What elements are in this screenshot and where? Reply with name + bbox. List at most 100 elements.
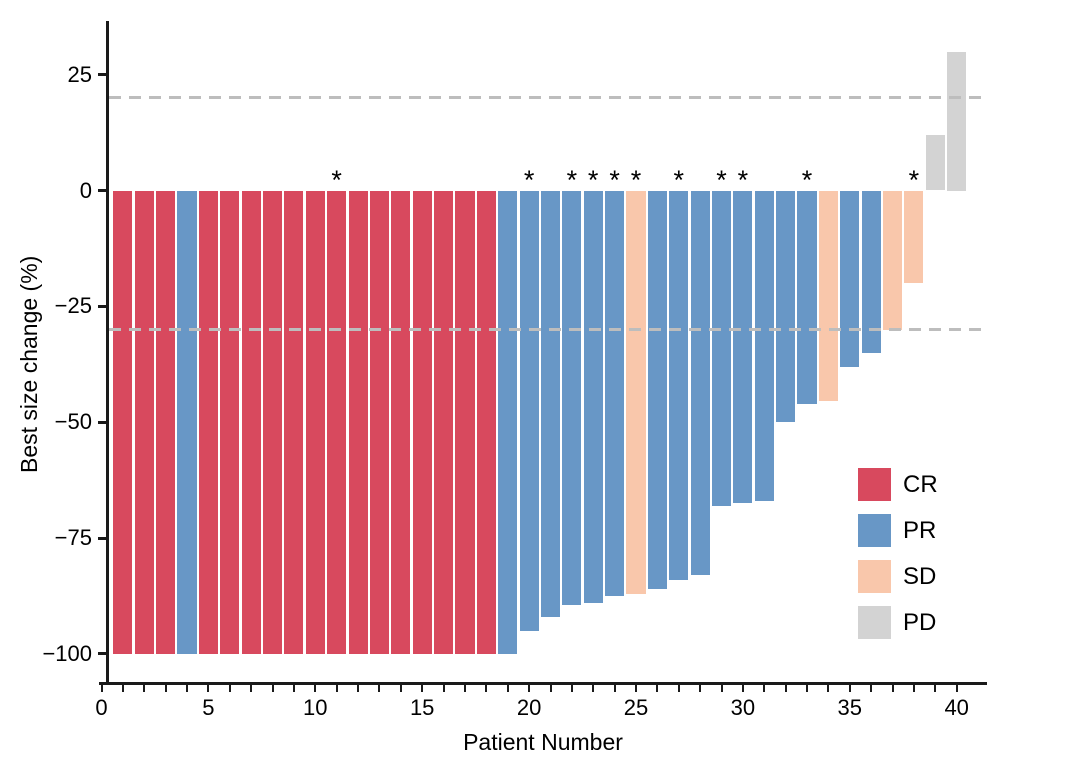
y-tick-0 bbox=[98, 189, 106, 192]
legend-item-pd: PD bbox=[858, 606, 938, 639]
y-tick-label-25: 25 bbox=[67, 61, 92, 87]
x-tick-39 bbox=[934, 685, 937, 692]
x-tick-29 bbox=[720, 685, 723, 692]
x-tick-6 bbox=[228, 685, 231, 692]
bar-patient-6 bbox=[220, 190, 240, 654]
x-axis-title: Patient Number bbox=[463, 729, 623, 755]
bar-patient-2 bbox=[134, 190, 154, 654]
bar-patient-11 bbox=[327, 190, 347, 654]
x-tick-0 bbox=[100, 685, 103, 692]
y-tick-label--50: −50 bbox=[54, 409, 92, 435]
x-tick-31 bbox=[763, 685, 766, 692]
x-tick-3 bbox=[164, 685, 167, 692]
bar-patient-40 bbox=[947, 51, 967, 191]
x-tick-label-10: 10 bbox=[303, 695, 328, 720]
bar-patient-34 bbox=[818, 190, 838, 402]
bar-patient-5 bbox=[198, 190, 218, 654]
x-tick-32 bbox=[784, 685, 787, 692]
x-tick-37 bbox=[891, 685, 894, 692]
bar-patient-1 bbox=[113, 190, 133, 654]
significance-star-patient-11: * bbox=[331, 165, 342, 195]
x-tick-21 bbox=[549, 685, 552, 692]
bar-patient-35 bbox=[840, 190, 860, 367]
y-tick-label--100: −100 bbox=[42, 640, 92, 666]
y-tick-label--25: −25 bbox=[54, 293, 92, 319]
x-tick-24 bbox=[613, 685, 616, 692]
x-tick-17 bbox=[464, 685, 466, 692]
reference-line-minus30 bbox=[109, 328, 986, 331]
bar-patient-31 bbox=[754, 190, 774, 501]
x-tick-1 bbox=[121, 685, 124, 692]
bar-patient-12 bbox=[348, 190, 368, 654]
legend-item-pr: PR bbox=[858, 514, 938, 547]
x-tick-22 bbox=[570, 685, 573, 692]
x-tick-27 bbox=[677, 685, 680, 692]
legend-swatch-sd bbox=[858, 560, 891, 593]
bar-patient-38 bbox=[904, 190, 924, 284]
legend-label-sd: SD bbox=[903, 563, 937, 590]
bar-patient-20 bbox=[519, 190, 539, 631]
bar-patient-29 bbox=[711, 190, 732, 506]
x-tick-5 bbox=[207, 685, 210, 692]
y-tick-label-0: 0 bbox=[79, 177, 92, 203]
x-tick-33 bbox=[806, 685, 808, 692]
bar-patient-14 bbox=[391, 190, 411, 654]
bar-patient-10 bbox=[305, 190, 325, 654]
x-tick-36 bbox=[870, 685, 873, 692]
y-tick--100 bbox=[98, 652, 106, 656]
x-tick-label-5: 5 bbox=[202, 695, 215, 720]
bar-patient-25 bbox=[626, 190, 646, 594]
bar-patient-36 bbox=[861, 190, 881, 353]
x-tick-12 bbox=[357, 685, 360, 692]
bar-patient-13 bbox=[369, 190, 389, 654]
significance-star-patient-30: * bbox=[737, 165, 749, 195]
bar-patient-21 bbox=[540, 190, 561, 617]
legend-label-cr: CR bbox=[903, 471, 938, 498]
legend-item-cr: CR bbox=[858, 468, 938, 501]
significance-star-patient-27: * bbox=[673, 165, 685, 195]
y-axis-title: Best size change (%) bbox=[16, 255, 42, 473]
x-tick-9 bbox=[292, 685, 295, 692]
bar-patient-15 bbox=[412, 190, 432, 654]
bar-patient-3 bbox=[156, 190, 176, 654]
x-tick-26 bbox=[656, 685, 659, 692]
x-tick-18 bbox=[485, 685, 488, 692]
bar-patient-32 bbox=[776, 190, 796, 423]
significance-star-patient-23: * bbox=[587, 165, 599, 195]
bar-patient-18 bbox=[476, 190, 496, 654]
y-axis-line bbox=[106, 21, 109, 685]
x-tick-label-30: 30 bbox=[730, 695, 756, 720]
x-tick-8 bbox=[271, 685, 274, 692]
significance-star-patient-38: * bbox=[908, 165, 920, 195]
bar-patient-22 bbox=[562, 190, 582, 606]
y-tick--50 bbox=[98, 420, 106, 424]
x-axis-line bbox=[99, 682, 987, 685]
legend-label-pr: PR bbox=[903, 517, 937, 544]
legend: CR PR SD PD bbox=[858, 468, 938, 652]
bar-patient-37 bbox=[883, 190, 903, 330]
bar-patient-33 bbox=[797, 190, 817, 404]
legend-item-sd: SD bbox=[858, 560, 938, 593]
reference-line-plus20 bbox=[109, 96, 986, 100]
legend-swatch-cr bbox=[858, 468, 891, 501]
x-tick-23 bbox=[592, 685, 595, 692]
significance-star-patient-20: * bbox=[523, 165, 535, 195]
bar-patient-23 bbox=[583, 190, 603, 603]
bar-patient-28 bbox=[690, 190, 710, 575]
y-tick--75 bbox=[98, 536, 106, 540]
x-tick-label-20: 20 bbox=[516, 695, 542, 720]
legend-swatch-pr bbox=[858, 514, 891, 547]
bar-patient-19 bbox=[498, 190, 518, 654]
x-tick-30 bbox=[741, 685, 744, 692]
x-tick-40 bbox=[955, 685, 958, 692]
bar-patient-8 bbox=[262, 190, 283, 654]
bar-patient-26 bbox=[647, 190, 667, 589]
x-tick-label-15: 15 bbox=[409, 695, 435, 720]
x-tick-19 bbox=[506, 685, 509, 692]
bar-patient-16 bbox=[434, 190, 454, 654]
significance-star-patient-22: * bbox=[566, 165, 578, 195]
significance-star-patient-25: * bbox=[630, 165, 642, 195]
y-tick--25 bbox=[98, 304, 106, 308]
significance-star-patient-24: * bbox=[609, 165, 620, 195]
bar-patient-7 bbox=[241, 190, 261, 654]
